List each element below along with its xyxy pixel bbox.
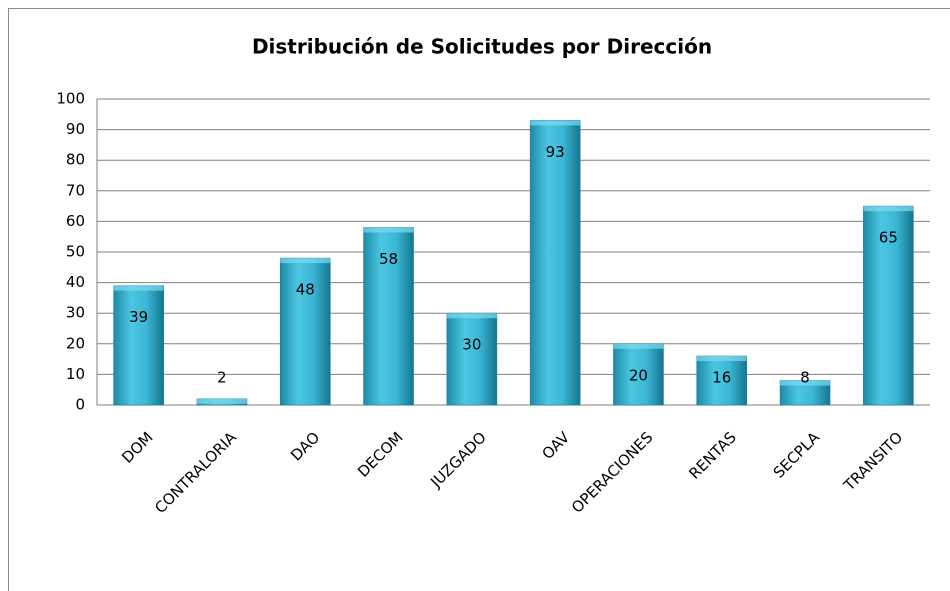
bar-cap bbox=[363, 227, 414, 233]
bar-cap bbox=[280, 258, 331, 264]
y-tick-label: 40 bbox=[66, 273, 85, 291]
y-tick-label: 50 bbox=[66, 243, 85, 261]
data-label: 20 bbox=[629, 366, 648, 384]
y-tick-label: 30 bbox=[66, 304, 85, 322]
data-label: 65 bbox=[879, 229, 898, 247]
bar-cap bbox=[196, 398, 247, 404]
data-label: 8 bbox=[800, 369, 810, 387]
chart-title: Distribución de Solicitudes por Direcció… bbox=[252, 35, 712, 59]
y-tick-label: 100 bbox=[56, 90, 85, 108]
data-label: 39 bbox=[129, 308, 148, 326]
bar bbox=[696, 355, 748, 406]
bar bbox=[113, 285, 164, 406]
bar-cap bbox=[530, 120, 581, 126]
bar-cap bbox=[863, 206, 914, 212]
data-label: 93 bbox=[546, 143, 565, 161]
data-label: 48 bbox=[296, 281, 315, 299]
data-label: 58 bbox=[379, 250, 398, 268]
data-label: 2 bbox=[217, 369, 227, 387]
y-tick-label: 0 bbox=[75, 396, 85, 414]
y-tick-label: 70 bbox=[66, 181, 85, 199]
bar-cap bbox=[113, 285, 164, 291]
bar bbox=[529, 120, 581, 406]
bar bbox=[279, 257, 331, 406]
bar bbox=[446, 312, 498, 406]
bar-cap bbox=[446, 313, 497, 319]
bar-cap bbox=[696, 356, 747, 362]
y-tick-label: 80 bbox=[66, 151, 85, 169]
y-tick-label: 20 bbox=[66, 334, 85, 352]
y-tick-label: 90 bbox=[66, 120, 85, 138]
chart-frame bbox=[8, 8, 950, 591]
bar-cap bbox=[780, 380, 831, 386]
bar bbox=[863, 205, 914, 406]
y-tick-label: 60 bbox=[66, 212, 85, 230]
bar bbox=[613, 343, 664, 406]
data-label: 30 bbox=[462, 336, 481, 354]
bar-cap bbox=[613, 343, 664, 349]
data-label: 16 bbox=[712, 369, 731, 387]
y-tick-label: 10 bbox=[66, 365, 85, 383]
bar bbox=[363, 227, 414, 406]
